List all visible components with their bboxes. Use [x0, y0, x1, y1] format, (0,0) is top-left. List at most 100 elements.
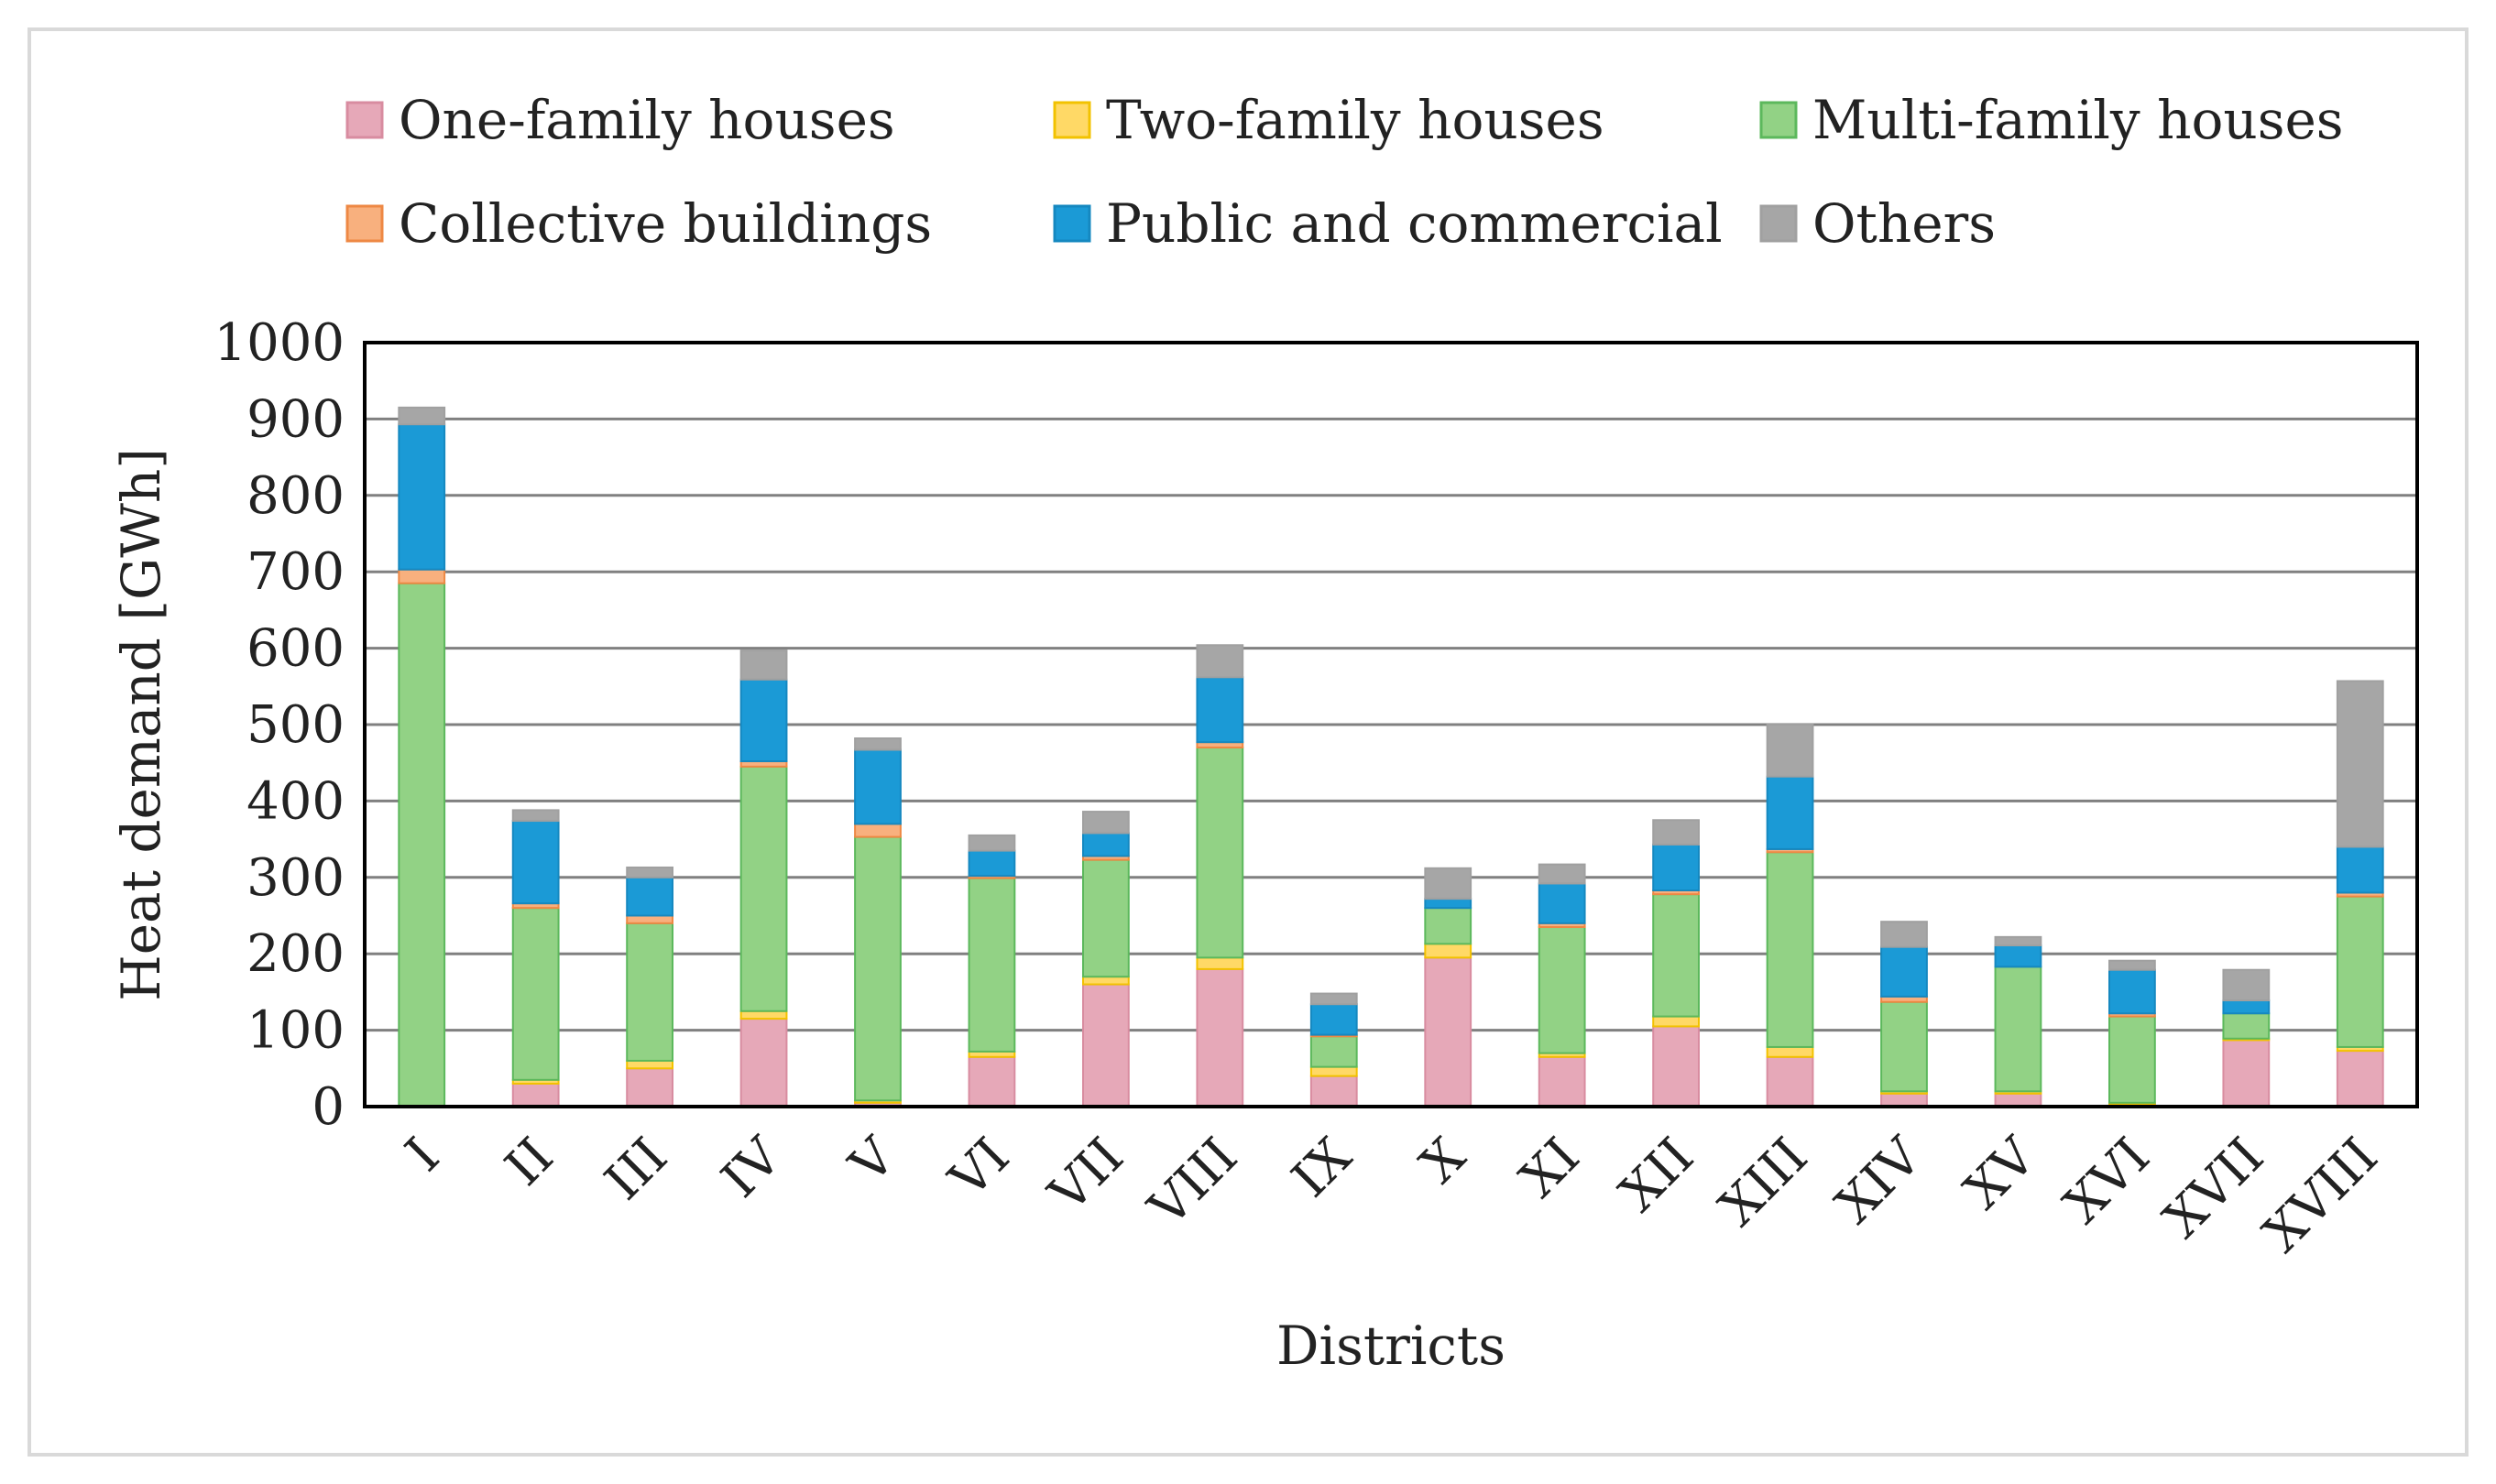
bar-segment: [1082, 983, 1130, 1108]
legend-swatch: [345, 101, 384, 139]
bar-segment: [2222, 999, 2271, 1015]
legend-label: Public and commercial: [1106, 192, 1723, 255]
x-tick-label: XII: [1609, 1127, 1705, 1223]
bar-segment: [2336, 846, 2384, 894]
x-tick-label: XIII: [1708, 1127, 1819, 1238]
x-tick-label: VII: [1037, 1127, 1135, 1225]
bars: [398, 406, 2384, 1108]
bar-segment: [854, 823, 902, 838]
bar-segment: [1082, 811, 1130, 835]
legend-swatch: [1053, 204, 1091, 243]
y-tick-label: 200: [246, 924, 345, 984]
x-tick-label: IV: [710, 1126, 794, 1209]
bar-segment: [739, 765, 788, 1012]
x-tick-label: I: [395, 1127, 452, 1184]
bar-segment: [1424, 956, 1472, 1108]
y-tick-label: 300: [246, 848, 345, 908]
x-tick-label: VI: [937, 1127, 1021, 1210]
bar-segment: [1424, 898, 1472, 910]
bar-segment: [1309, 992, 1358, 1006]
bar-segment: [1652, 1025, 1700, 1108]
bar-segment: [1994, 935, 2042, 947]
bar-segment: [1766, 1045, 1814, 1058]
legend-label: Others: [1812, 192, 1996, 255]
legend-swatch: [1053, 101, 1091, 139]
y-tick-label: 400: [246, 771, 345, 831]
bar-segment: [739, 1009, 788, 1020]
bar-segment: [1538, 926, 1586, 1054]
bar-segment: [511, 809, 560, 823]
bar-segment: [2222, 968, 2271, 1002]
bar-segment: [739, 1018, 788, 1108]
bar-segment: [1196, 956, 1244, 970]
bar-segment: [1309, 1075, 1358, 1108]
bar-segment: [1538, 863, 1586, 885]
gridlines: [365, 417, 2417, 1032]
x-tick-label: XVIII: [2252, 1127, 2390, 1264]
bar-segment: [854, 835, 902, 1102]
bar-segment: [1880, 921, 1928, 948]
x-tick-label: XV: [1954, 1126, 2049, 1221]
y-tick-label: 100: [246, 1001, 345, 1061]
bar-segment: [1196, 747, 1244, 959]
legend-swatch: [345, 204, 384, 243]
bar-segment: [626, 1059, 674, 1070]
legend-label: One-family houses: [399, 89, 895, 151]
bar-segment: [398, 568, 446, 584]
bar-segment: [1766, 851, 1814, 1048]
x-tick-label: XVII: [2152, 1127, 2275, 1249]
x-tick-label: XIV: [1825, 1126, 1934, 1235]
plot-area-frame: [363, 341, 2419, 1108]
x-axis-ticks: I II III IV V VI VII VIII IX X XI XII XIII XIV XV XVIXV…: [395, 1126, 2390, 1264]
bar-segment: [626, 876, 674, 917]
bar-segment: [1880, 1000, 1928, 1093]
legend-label: Two-family houses: [1106, 89, 1604, 151]
bar-segment: [854, 748, 902, 825]
bar-segment: [968, 877, 1016, 1053]
bar-segment: [968, 834, 1016, 852]
bar-segment: [1652, 843, 1700, 891]
legend-swatch: [1759, 101, 1798, 139]
bar-segment: [968, 1055, 1016, 1108]
bar-segment: [1082, 858, 1130, 978]
bar-segment: [1652, 893, 1700, 1018]
legend-label: Collective buildings: [399, 192, 932, 255]
bar-segment: [2222, 1039, 2271, 1108]
x-tick-label: VIII: [1137, 1127, 1249, 1238]
bar-segment: [1424, 943, 1472, 959]
bar-segment: [1424, 907, 1472, 945]
bar-segment: [968, 849, 1016, 878]
x-tick-label: XVI: [2053, 1127, 2161, 1235]
legend-swatch: [1759, 204, 1798, 243]
bar-segment: [1994, 966, 2042, 1093]
bar-segment: [2336, 1050, 2384, 1108]
bar-segment: [2108, 1015, 2156, 1104]
bar-segment: [1994, 1092, 2042, 1108]
bar-segment: [511, 820, 560, 905]
x-tick-label: III: [594, 1127, 679, 1212]
y-tick-label: 800: [246, 466, 345, 526]
bar-segment: [1082, 832, 1130, 857]
bar-segment: [626, 866, 674, 878]
x-tick-label: V: [838, 1126, 908, 1195]
bar-segment: [2108, 968, 2156, 1015]
bar-segment: [854, 737, 902, 751]
bar-segment: [2336, 680, 2384, 848]
bar-segment: [2222, 1012, 2271, 1040]
bar-segment: [1766, 724, 1814, 778]
y-axis-title: Heat demand [GWh]: [110, 448, 172, 1001]
bar-segment: [1196, 967, 1244, 1108]
y-axis-ticks: 0 100 200 300 400 500 600 700 800 900 1000: [213, 313, 345, 1137]
bar-segment: [1309, 1035, 1358, 1068]
bar-segment: [1994, 944, 2042, 968]
legend-label: Multi-family houses: [1812, 89, 2344, 151]
stacked-bar-chart: One-family houses Two-family houses Multi-…: [110, 89, 2419, 1377]
y-tick-label: 0: [312, 1077, 345, 1137]
bar-segment: [398, 582, 446, 1108]
bar-segment: [1538, 882, 1586, 924]
bar-segment: [511, 907, 560, 1081]
bar-segment: [1538, 1055, 1586, 1108]
bar-segment: [626, 922, 674, 1062]
legend: One-family houses Two-family houses Multi-…: [345, 89, 2344, 255]
bar-segment: [1196, 676, 1244, 744]
